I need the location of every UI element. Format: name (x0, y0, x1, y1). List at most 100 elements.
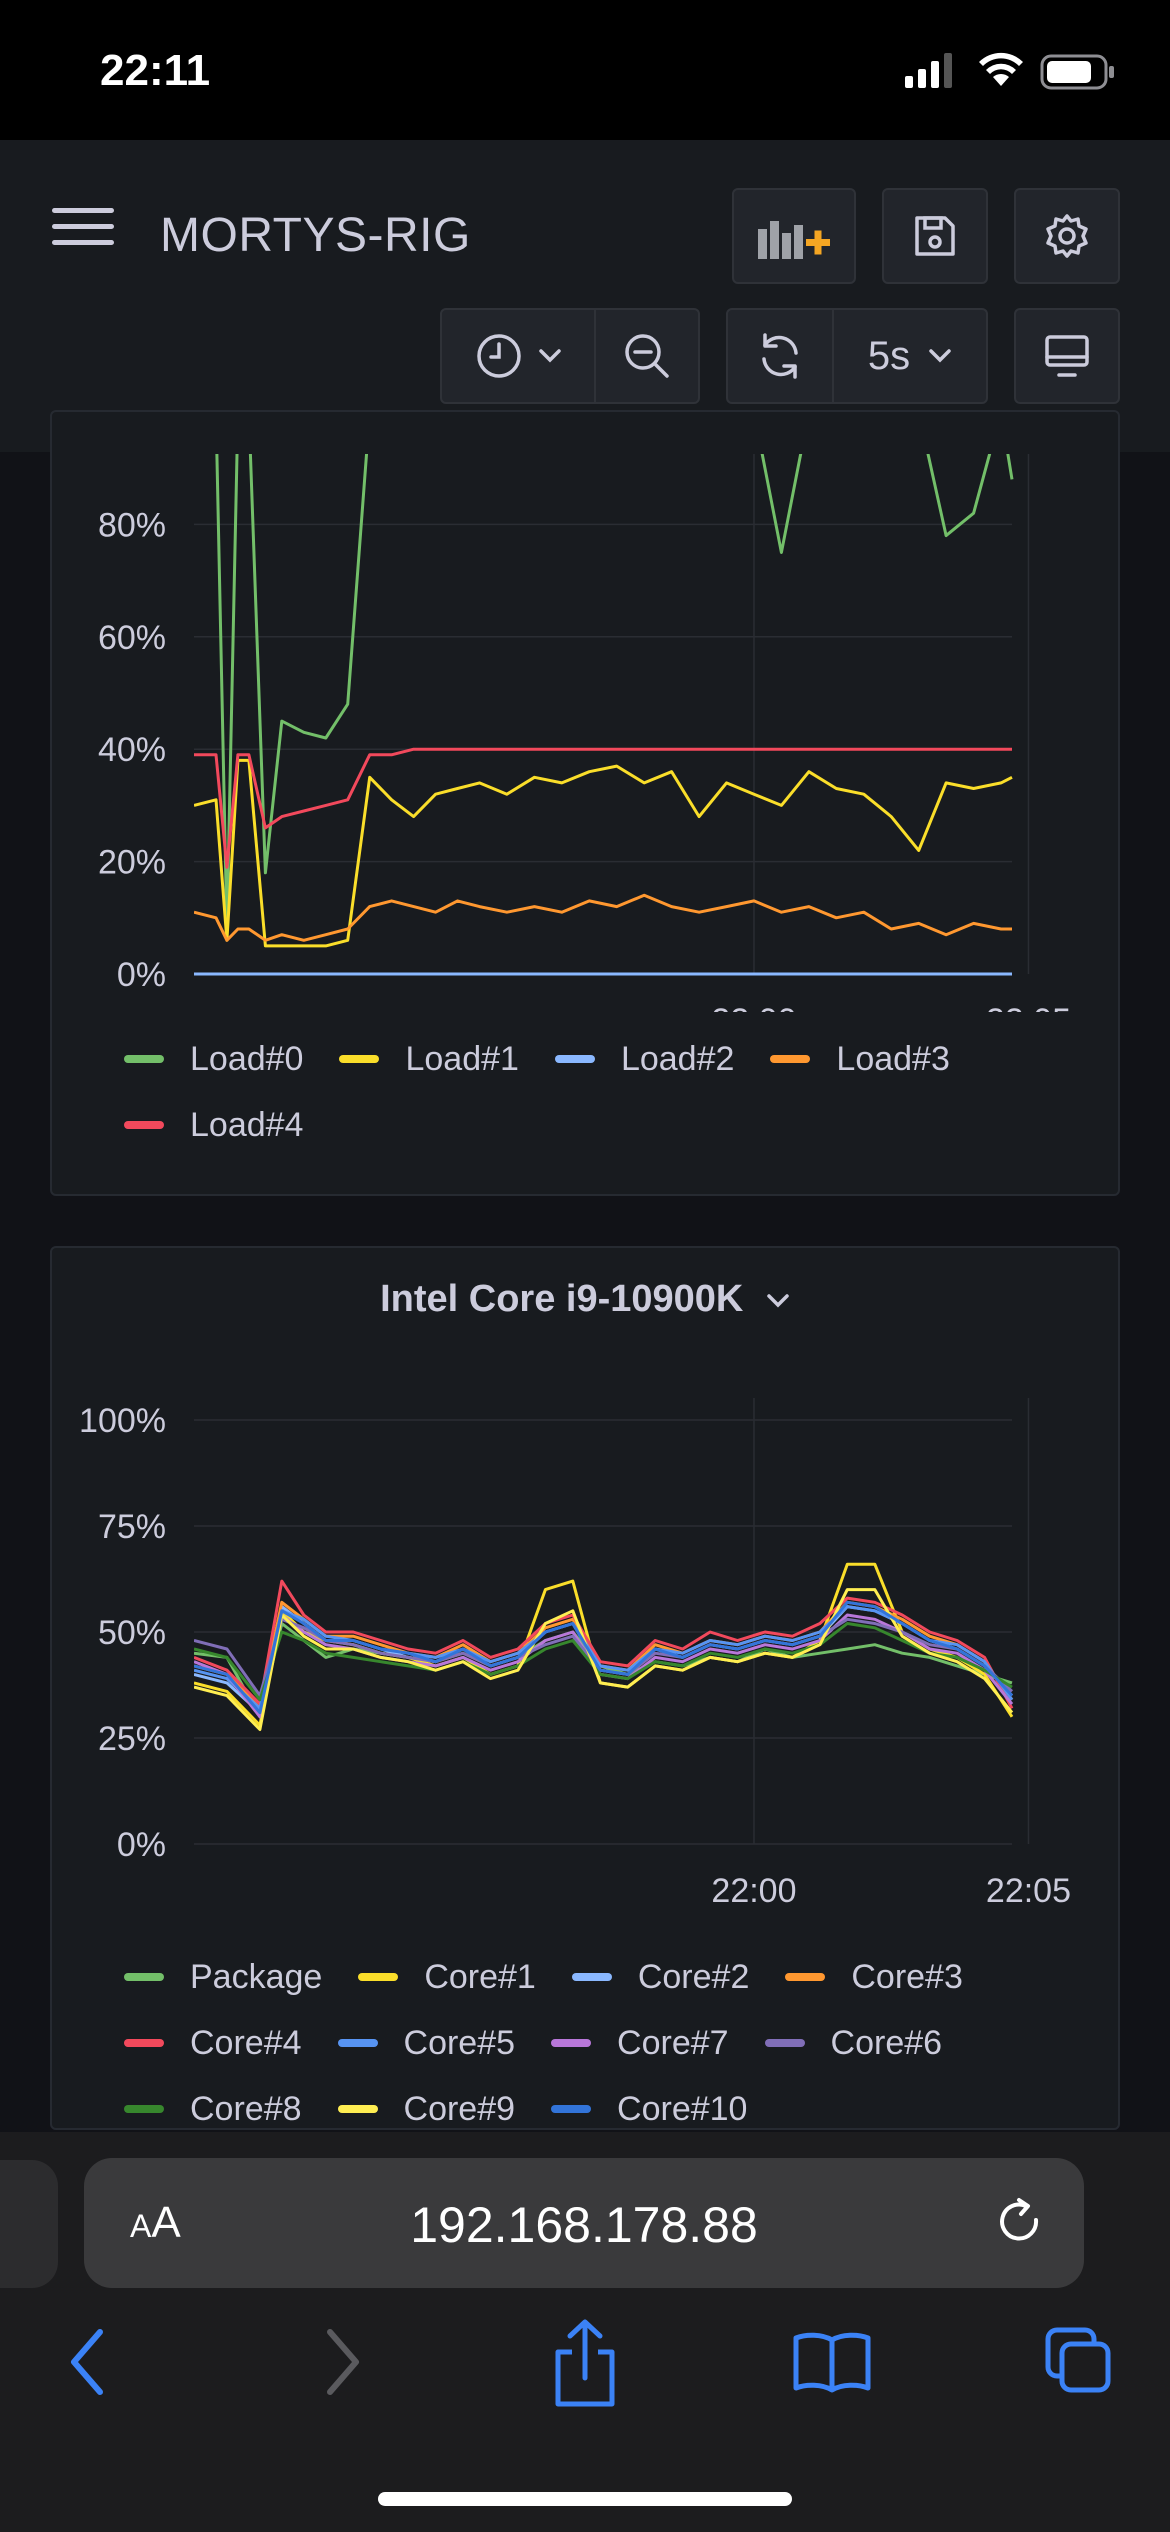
series-line-load4 (194, 747, 1012, 869)
home-indicator (378, 2492, 792, 2506)
add-panel-icon (758, 221, 830, 259)
save-icon (915, 216, 955, 256)
time-picker-button[interactable] (440, 308, 596, 404)
legend-item[interactable]: Package (124, 1944, 322, 2010)
share-icon[interactable] (550, 2318, 620, 2408)
refresh-interval-picker[interactable]: 5s (832, 308, 988, 404)
y-tick-label: 75% (98, 1508, 166, 1546)
x-tick-label: 22:00 (711, 1002, 796, 1012)
x-tick-label: 22:05 (986, 1002, 1071, 1012)
legend-label: Load#1 (405, 1039, 519, 1078)
previous-tab-preview[interactable] (0, 2160, 58, 2288)
legend-item[interactable]: Core#9 (337, 2076, 516, 2142)
bookmarks-icon[interactable] (792, 2330, 872, 2394)
legend-label: Load#0 (190, 1039, 304, 1078)
legend-label: Load#3 (836, 1039, 950, 1078)
dashboard-settings-button[interactable] (1014, 188, 1120, 284)
legend-label: Core#3 (851, 1957, 963, 1996)
zoom-out-button[interactable] (594, 308, 700, 404)
series-line-core9 (194, 1588, 1014, 1731)
status-bar: 22:11 (0, 0, 1170, 140)
address-bar[interactable]: AA 192.168.178.88 (84, 2158, 1084, 2288)
status-time: 22:11 (100, 46, 211, 95)
refresh-interval-value: 5s (867, 333, 911, 378)
legend-swatch (785, 1973, 826, 1981)
y-tick-label: 25% (98, 1720, 166, 1758)
legend-item[interactable]: Core#7 (551, 2010, 729, 2076)
cpu-load-legend: Load#0 Load#1 Load#2 Load#3 Load#4 (124, 1026, 1114, 1158)
legend-item[interactable]: Core#10 (551, 2076, 747, 2142)
legend-item[interactable]: Load#3 (770, 1026, 950, 1092)
legend-item[interactable]: Load#1 (339, 1026, 519, 1092)
legend-swatch (337, 2105, 378, 2113)
forward-icon (327, 2329, 359, 2395)
x-tick-label: 22:05 (986, 1872, 1071, 1910)
tabs-icon[interactable] (1044, 2326, 1114, 2396)
refresh-button[interactable] (726, 308, 834, 404)
legend-swatch (124, 1121, 164, 1129)
legend-item[interactable]: Core#2 (571, 1944, 750, 2010)
cpu-usage-legend: Package Core#1 Core#2 Core#3 Core#4 Core#5 Cor… (124, 1944, 1114, 2142)
chevron-down-icon (539, 349, 561, 363)
cpu-usage-panel: Intel Core i9-10900K 0% 25% 50% 75% 100% 22:0… (50, 1246, 1120, 2130)
series-line-core8 (194, 1622, 1013, 1702)
legend-label: Core#10 (617, 2089, 748, 2128)
series-line-load0 (215, 454, 1014, 931)
legend-item[interactable]: Core#8 (124, 2076, 302, 2142)
legend-label: Core#5 (403, 2023, 516, 2062)
legend-label: Package (190, 1957, 323, 1996)
y-tick-label: 20% (98, 844, 166, 882)
y-tick-label: 0% (117, 1826, 166, 1864)
legend-item[interactable]: Core#5 (337, 2010, 516, 2076)
y-tick-label: 60% (98, 619, 166, 657)
add-panel-button[interactable] (732, 188, 856, 284)
legend-swatch (124, 1973, 164, 1981)
legend-swatch (551, 2105, 592, 2113)
series-line-load1 (194, 758, 1013, 948)
series-line-core10 (194, 1600, 1014, 1715)
legend-label: Core#2 (637, 1957, 750, 1996)
clock-icon (477, 334, 521, 378)
y-tick-label: 50% (98, 1614, 166, 1652)
legend-swatch (770, 1055, 811, 1063)
text-size-button[interactable]: AA (130, 2198, 181, 2247)
refresh-icon (762, 333, 798, 379)
wifi-icon (979, 52, 1023, 86)
legend-item[interactable]: Core#1 (358, 1944, 536, 2010)
legend-label: Core#1 (424, 1957, 536, 1996)
legend-item[interactable]: Core#3 (785, 1944, 963, 2010)
series-line-load3 (194, 893, 1012, 942)
y-tick-label: 40% (98, 731, 166, 769)
dashboard-title[interactable]: MORTYS-RIG (160, 209, 471, 262)
back-icon[interactable] (62, 2320, 112, 2404)
battery-icon (1040, 54, 1114, 90)
legend-item[interactable]: Core#6 (764, 2010, 942, 2076)
legend-swatch (358, 1973, 399, 1981)
save-dashboard-button[interactable] (882, 188, 988, 284)
legend-swatch (124, 2105, 164, 2113)
menu-icon[interactable] (52, 208, 114, 248)
reload-icon[interactable] (992, 2194, 1048, 2250)
chevron-down-icon[interactable] (766, 1293, 790, 1309)
panel-title[interactable]: Intel Core i9-10900K (52, 1278, 1118, 1321)
legend-label: Core#4 (190, 2023, 302, 2062)
view-mode-button[interactable] (1014, 308, 1120, 404)
url-text[interactable]: 192.168.178.88 (410, 2197, 758, 2253)
legend-label: Core#8 (190, 2089, 302, 2128)
panel-title-text[interactable]: Intel Core i9-10900K (380, 1278, 744, 1320)
legend-label: Core#9 (403, 2089, 516, 2128)
dashboard-toolbar (0, 140, 1170, 452)
legend-item[interactable]: Load#2 (554, 1026, 734, 1092)
legend-swatch (124, 2039, 164, 2047)
cellular-signal-icon (905, 53, 952, 88)
legend-item[interactable]: Load#0 (124, 1026, 303, 1092)
legend-item[interactable]: Load#4 (124, 1092, 303, 1158)
legend-item[interactable]: Core#4 (124, 2010, 302, 2076)
y-tick-label: 100% (79, 1402, 166, 1440)
series-line-core2 (194, 1605, 1014, 1715)
monitor-icon (1045, 335, 1089, 377)
zoom-out-icon (625, 334, 669, 378)
gear-icon (1046, 214, 1088, 258)
